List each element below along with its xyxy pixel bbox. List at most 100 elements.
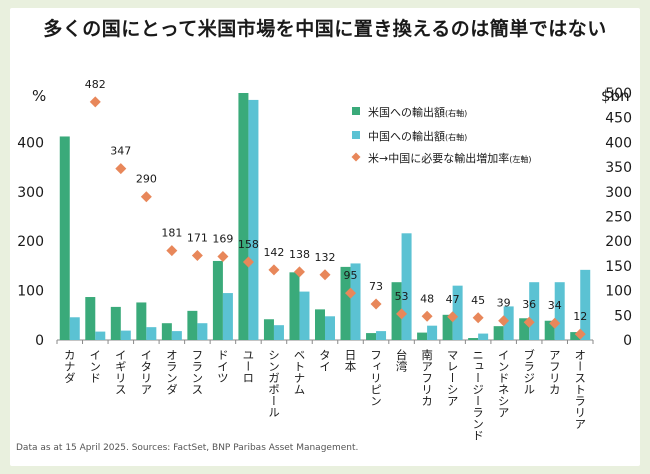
us-export-bar [417,332,428,340]
us-export-bar [519,318,530,340]
left-tick-label: 100 [17,284,44,300]
china-export-bar [299,291,310,340]
category-labels-group: カナダ インド イギリス イタリア オランダ フランス ドイツ ユーロ シンガポール ベトナム タイ… [63,348,587,441]
left-tick-label: 0 [35,333,44,349]
us-export-bar [161,323,172,340]
category-label: オーストラリア [573,349,587,430]
legend-label: 中国への輸出額(右軸) [368,129,467,143]
legend-swatch [352,107,360,115]
category-label: タイ [318,349,332,372]
us-export-bar [340,266,351,340]
us-export-bar [315,309,325,340]
us-export-bar [85,297,96,340]
growth-marker [268,264,280,276]
growth-data-label: 169 [212,233,233,246]
category-label: ブラジル [522,348,536,395]
china-export-bar [146,327,157,340]
china-export-bar [554,282,565,340]
growth-data-label: 171 [187,232,208,245]
growth-marker [293,266,305,278]
source-note: Data as at 15 April 2025. Sources: FactS… [16,443,359,453]
growth-marker [498,315,510,327]
growth-marker [370,298,382,310]
growth-marker [447,311,459,323]
growth-marker [396,308,408,320]
growth-data-label: 39 [497,297,511,310]
us-export-bar [442,314,453,340]
china-export-bar [222,293,233,340]
growth-marker [89,96,101,108]
right-tick-label: 500 [605,86,632,102]
bars-group [59,93,591,340]
category-label: ニュージーランド [471,349,485,441]
right-tick-label: 450 [605,111,632,127]
china-export-bar [69,317,80,340]
china-export-bar [478,333,489,340]
us-export-bar [493,326,504,340]
growth-marker [115,163,127,175]
us-export-bar [289,272,300,340]
growth-marker [166,245,178,257]
growth-marker [472,312,484,324]
china-export-bar [95,331,106,340]
category-label: フランス [190,349,204,395]
china-export-bar [325,316,335,340]
right-tick-label: 300 [605,185,632,201]
growth-data-label: 36 [522,298,536,311]
china-export-bar [171,331,182,340]
us-export-bar [110,306,121,340]
right-tick-label: 400 [605,135,632,151]
china-export-bar [427,325,438,340]
us-export-bar [136,302,147,340]
category-label: ドイツ [216,349,230,384]
us-export-bar [468,338,479,340]
us-export-bar [391,282,402,340]
china-export-bar [503,306,514,340]
growth-marker [319,269,331,281]
legend-swatch [351,152,361,162]
growth-data-label: 45 [471,294,485,307]
left-axis-unit: % [32,87,46,105]
china-export-bar [401,233,412,340]
markers-group: 482 347 290 181 171 169 158 142 138 132 95 73 53 48 47… [85,78,587,340]
right-axis-unit: $bn [601,87,630,105]
growth-marker [242,256,254,268]
category-label: イギリス [114,349,128,395]
category-label: ベトナム [292,349,306,395]
axes-group: % $bn 0 100 200 300 400 0 50 100 150 200 250 300 350 40… [17,86,632,349]
us-export-bar [187,310,198,340]
growth-marker [549,317,561,329]
growth-data-label: 48 [420,292,434,305]
right-tick-label: 50 [614,308,632,324]
growth-data-label: 482 [85,78,106,91]
growth-marker [574,328,586,340]
category-label: イタリア [139,349,153,395]
china-export-bar [452,285,463,340]
right-tick-label: 250 [605,210,632,226]
category-label: カナダ [63,349,77,384]
growth-marker [191,250,203,262]
chart-card [10,8,640,466]
left-tick-label: 400 [17,135,44,151]
category-label: フィリピン [369,349,383,407]
category-label: マレーシア [446,349,460,407]
category-label: ユーロ [241,349,255,384]
left-tick-label: 200 [17,234,44,250]
us-export-bar [59,136,70,340]
category-label: インドネシア [497,349,511,418]
category-label: アフリカ [548,349,562,395]
growth-data-label: 132 [315,251,336,264]
right-tick-label: 200 [605,234,632,250]
growth-data-label: 53 [395,290,409,303]
us-export-bar [544,320,555,340]
us-export-bar [366,333,377,340]
chart-title: 多くの国にとって米国市場を中国に置き換えるのは簡単ではない [43,18,607,40]
china-export-bar [376,331,387,340]
growth-data-label: 47 [446,293,460,306]
growth-data-label: 12 [573,310,587,323]
china-export-bar [120,330,131,340]
right-tick-label: 150 [605,259,632,275]
category-label: 日本 [344,349,358,373]
china-export-bar [580,269,591,340]
